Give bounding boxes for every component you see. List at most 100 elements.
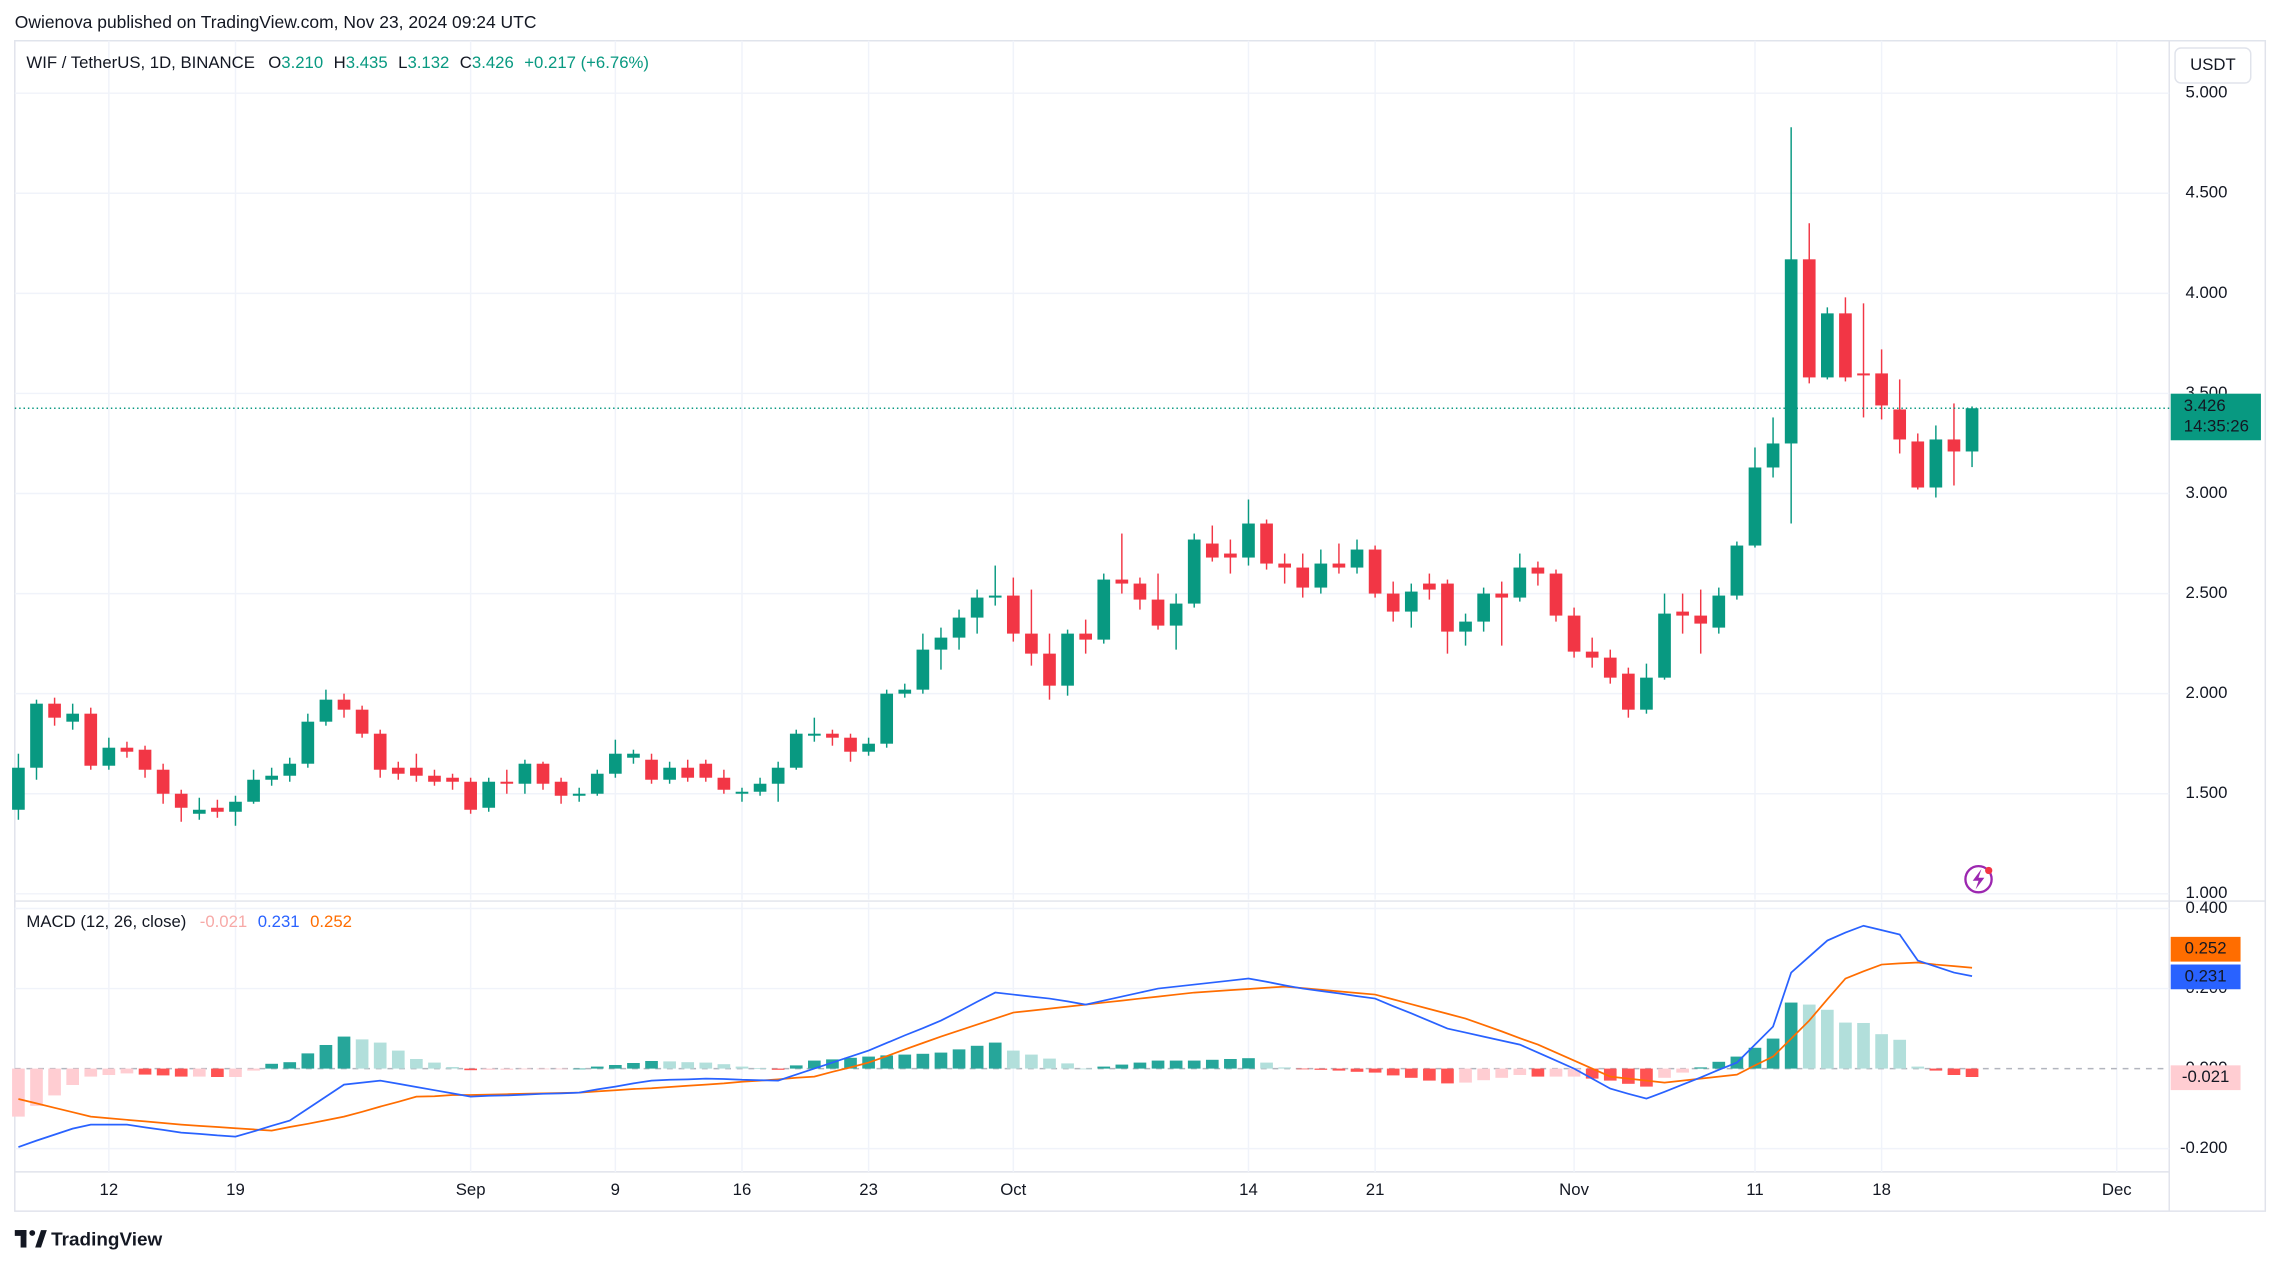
candle-body xyxy=(808,733,821,736)
histogram-bar xyxy=(1676,1068,1689,1073)
candle-body xyxy=(138,749,152,770)
histogram-bar xyxy=(844,1057,857,1069)
candle-body xyxy=(265,775,278,780)
candle-body xyxy=(681,767,695,778)
histogram-bar xyxy=(1368,1068,1382,1073)
histogram-bar xyxy=(1495,1068,1509,1078)
histogram-bar xyxy=(916,1053,930,1069)
candle-body xyxy=(482,781,496,808)
x-tick-label: 23 xyxy=(859,1180,878,1199)
histogram-bar xyxy=(1043,1058,1056,1069)
candle-body xyxy=(518,763,532,784)
histogram-bar xyxy=(156,1068,170,1076)
alert-icon[interactable] xyxy=(1964,864,1993,894)
histogram-bar xyxy=(808,1060,821,1069)
histogram-bar xyxy=(1006,1050,1020,1069)
histogram-bar xyxy=(1224,1058,1237,1069)
histogram-bar xyxy=(1350,1068,1364,1072)
histogram-bar xyxy=(826,1059,839,1069)
alert-icon-dot[interactable] xyxy=(1985,866,1993,875)
histogram-bar xyxy=(699,1062,713,1069)
candle-body xyxy=(373,733,387,770)
histogram-bar xyxy=(1296,1068,1310,1070)
macd-value: 0.231 xyxy=(258,912,300,931)
candle-body xyxy=(771,767,785,784)
histogram-bar xyxy=(211,1068,224,1077)
histogram-bar xyxy=(1404,1068,1418,1078)
histogram-bar xyxy=(410,1058,423,1069)
macd-line xyxy=(18,924,1973,1148)
candle-body xyxy=(464,781,477,810)
histogram-bar xyxy=(1549,1068,1563,1077)
currency-button[interactable]: USDT xyxy=(2174,47,2252,84)
candle-body xyxy=(590,773,604,794)
candle-body xyxy=(1242,523,1255,558)
histogram-bar xyxy=(898,1054,912,1069)
histogram-bar xyxy=(319,1044,333,1069)
histogram-bar xyxy=(192,1068,206,1077)
macd-legend: MACD (12, 26, close) -0.021 0.231 0.252 xyxy=(26,912,352,931)
histogram-bar xyxy=(1332,1068,1346,1071)
histogram-bar xyxy=(1079,1068,1093,1070)
y-tick-label: 2.000 xyxy=(2186,683,2228,702)
ohlc-value: 3.435 xyxy=(346,53,388,72)
y-tick-label: -0.200 xyxy=(2180,1138,2227,1157)
candle-body xyxy=(1513,567,1527,598)
symbol-legend: WIF / TetherUS, 1D, BINANCE O3.210 H3.43… xyxy=(26,53,649,72)
candle-body xyxy=(30,703,43,768)
x-tick-label: 9 xyxy=(611,1180,620,1199)
candle-body xyxy=(753,783,767,792)
histogram-bar xyxy=(753,1068,767,1069)
candle-body xyxy=(48,703,61,718)
currency-label[interactable]: USDT xyxy=(2190,55,2236,74)
histogram-bar xyxy=(229,1068,242,1077)
currency-button-frame[interactable] xyxy=(2174,47,2252,84)
histogram-bar xyxy=(482,1068,496,1070)
histogram-bar xyxy=(174,1068,188,1077)
x-tick-label: 16 xyxy=(733,1180,752,1199)
candle-body xyxy=(826,733,839,738)
candle-body xyxy=(934,637,948,650)
candle-body xyxy=(391,767,405,774)
candle-body xyxy=(12,767,25,810)
candle-body xyxy=(1061,633,1074,686)
candle-body xyxy=(229,801,242,812)
macd-title: MACD (12, 26, close) xyxy=(26,912,186,931)
x-tick-label: Sep xyxy=(456,1180,486,1199)
histogram-bar xyxy=(283,1062,297,1069)
candle-body xyxy=(1549,573,1563,616)
histogram-bar xyxy=(1386,1068,1400,1076)
histogram-bar xyxy=(970,1045,984,1069)
candle-body xyxy=(1875,373,1888,406)
candle-body xyxy=(1730,545,1744,596)
histogram-bar xyxy=(1531,1068,1545,1077)
candle-body xyxy=(446,777,459,782)
candle-body xyxy=(536,763,550,784)
candle-body xyxy=(283,763,297,776)
histogram-bar xyxy=(789,1065,803,1069)
ohlc-label: L xyxy=(398,53,407,72)
candle-body xyxy=(1694,615,1708,624)
ohlc-label: H xyxy=(334,53,346,72)
histogram-bar xyxy=(536,1068,550,1070)
brand-logo xyxy=(14,1230,47,1248)
candle-body xyxy=(211,807,224,812)
logo-stem xyxy=(20,1230,27,1248)
histogram-bar xyxy=(120,1068,134,1074)
histogram-bar xyxy=(464,1068,477,1071)
candle-body xyxy=(1151,599,1165,626)
histogram-bar xyxy=(1314,1068,1328,1070)
publisher-line: Owienova published on TradingView.com, N… xyxy=(15,12,537,32)
histogram-bar xyxy=(1169,1060,1183,1069)
candle-body xyxy=(102,747,116,766)
histogram-bar xyxy=(1205,1059,1219,1069)
y-tick-label: 1.500 xyxy=(2186,783,2228,802)
histogram-bar xyxy=(138,1068,152,1075)
histogram-bar xyxy=(572,1068,586,1070)
candle-body xyxy=(1766,443,1780,468)
candle-body xyxy=(862,743,875,752)
x-tick-label: Dec xyxy=(2102,1180,2132,1199)
candle-body xyxy=(1224,553,1237,558)
alert-icon-bolt[interactable] xyxy=(1972,869,1985,890)
histogram-bar xyxy=(717,1064,731,1069)
